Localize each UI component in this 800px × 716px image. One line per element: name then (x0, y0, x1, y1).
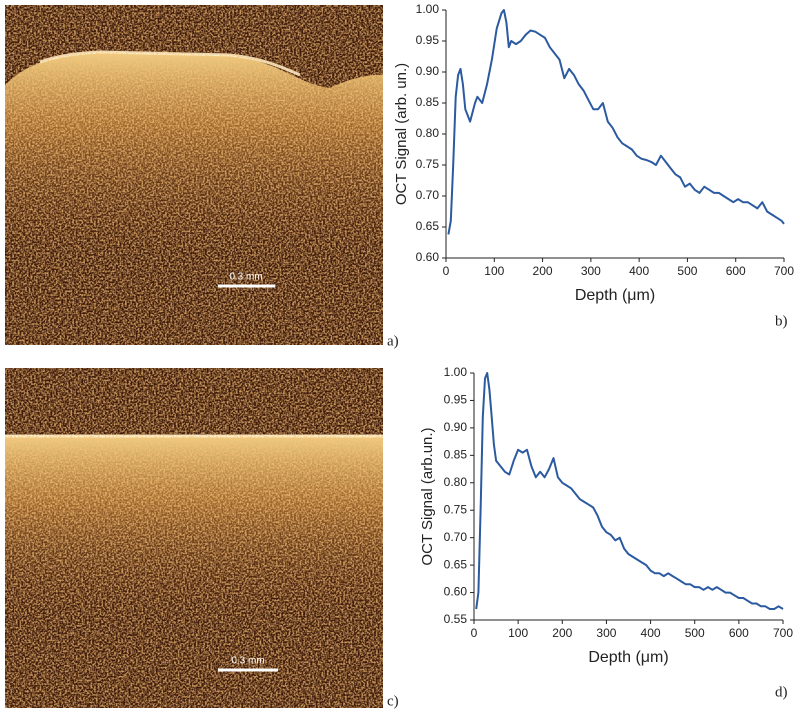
y-axis-label: OCT Signal (arb.un.) (419, 427, 436, 565)
scale-bar-label: 0.3 mm (231, 656, 264, 667)
y-tick-label: 0.95 (444, 393, 468, 407)
x-tick-label: 400 (641, 626, 661, 640)
x-tick-label: 300 (596, 626, 616, 640)
scale-bar-label: 0.3 mm (229, 272, 262, 283)
panel-label: b) (775, 313, 788, 329)
y-tick-label: 0.80 (444, 475, 468, 489)
y-tick-label: 1.00 (416, 2, 440, 16)
x-tick-label: 0 (471, 626, 478, 640)
oct-image (5, 5, 383, 345)
y-tick-label: 1.00 (444, 365, 468, 379)
oct-image (5, 368, 383, 708)
x-tick-label: 300 (581, 264, 601, 278)
y-tick-label: 0.65 (444, 557, 468, 571)
x-tick-label: 200 (533, 264, 553, 278)
y-tick-label: 0.70 (416, 188, 440, 202)
y-tick-label: 0.75 (444, 502, 468, 516)
x-tick-label: 100 (508, 626, 528, 640)
x-tick-label: 0 (443, 264, 450, 278)
x-tick-label: 600 (726, 264, 746, 278)
x-tick-label: 100 (484, 264, 504, 278)
panel-label: c) (387, 693, 399, 709)
panel-label: a) (387, 333, 399, 349)
y-tick-label: 0.95 (416, 33, 440, 47)
x-axis-label: Depth (μm) (588, 649, 668, 666)
y-axis-label: OCT Signal (arb. un.) (393, 63, 410, 205)
y-tick-label: 0.65 (416, 219, 440, 233)
data-line (447, 9, 785, 235)
x-tick-label: 700 (774, 264, 794, 278)
y-tick-label: 0.60 (444, 585, 468, 599)
data-line (475, 372, 784, 610)
x-tick-label: 200 (552, 626, 572, 640)
y-tick-label: 0.75 (416, 157, 440, 171)
y-tick-label: 0.85 (416, 95, 440, 109)
x-tick-label: 700 (773, 626, 793, 640)
y-tick-label: 0.90 (416, 64, 440, 78)
x-tick-label: 400 (629, 264, 649, 278)
y-tick-label: 0.55 (444, 612, 468, 626)
y-tick-label: 0.85 (444, 448, 468, 462)
x-axis-label: Depth (μm) (575, 287, 655, 304)
y-tick-label: 0.80 (416, 126, 440, 140)
y-tick-label: 0.70 (444, 530, 468, 544)
y-tick-label: 0.60 (416, 250, 440, 264)
x-tick-label: 600 (729, 626, 749, 640)
x-tick-label: 500 (685, 626, 705, 640)
x-tick-label: 500 (677, 264, 697, 278)
panel-label: d) (775, 684, 788, 700)
y-tick-label: 0.90 (444, 420, 468, 434)
